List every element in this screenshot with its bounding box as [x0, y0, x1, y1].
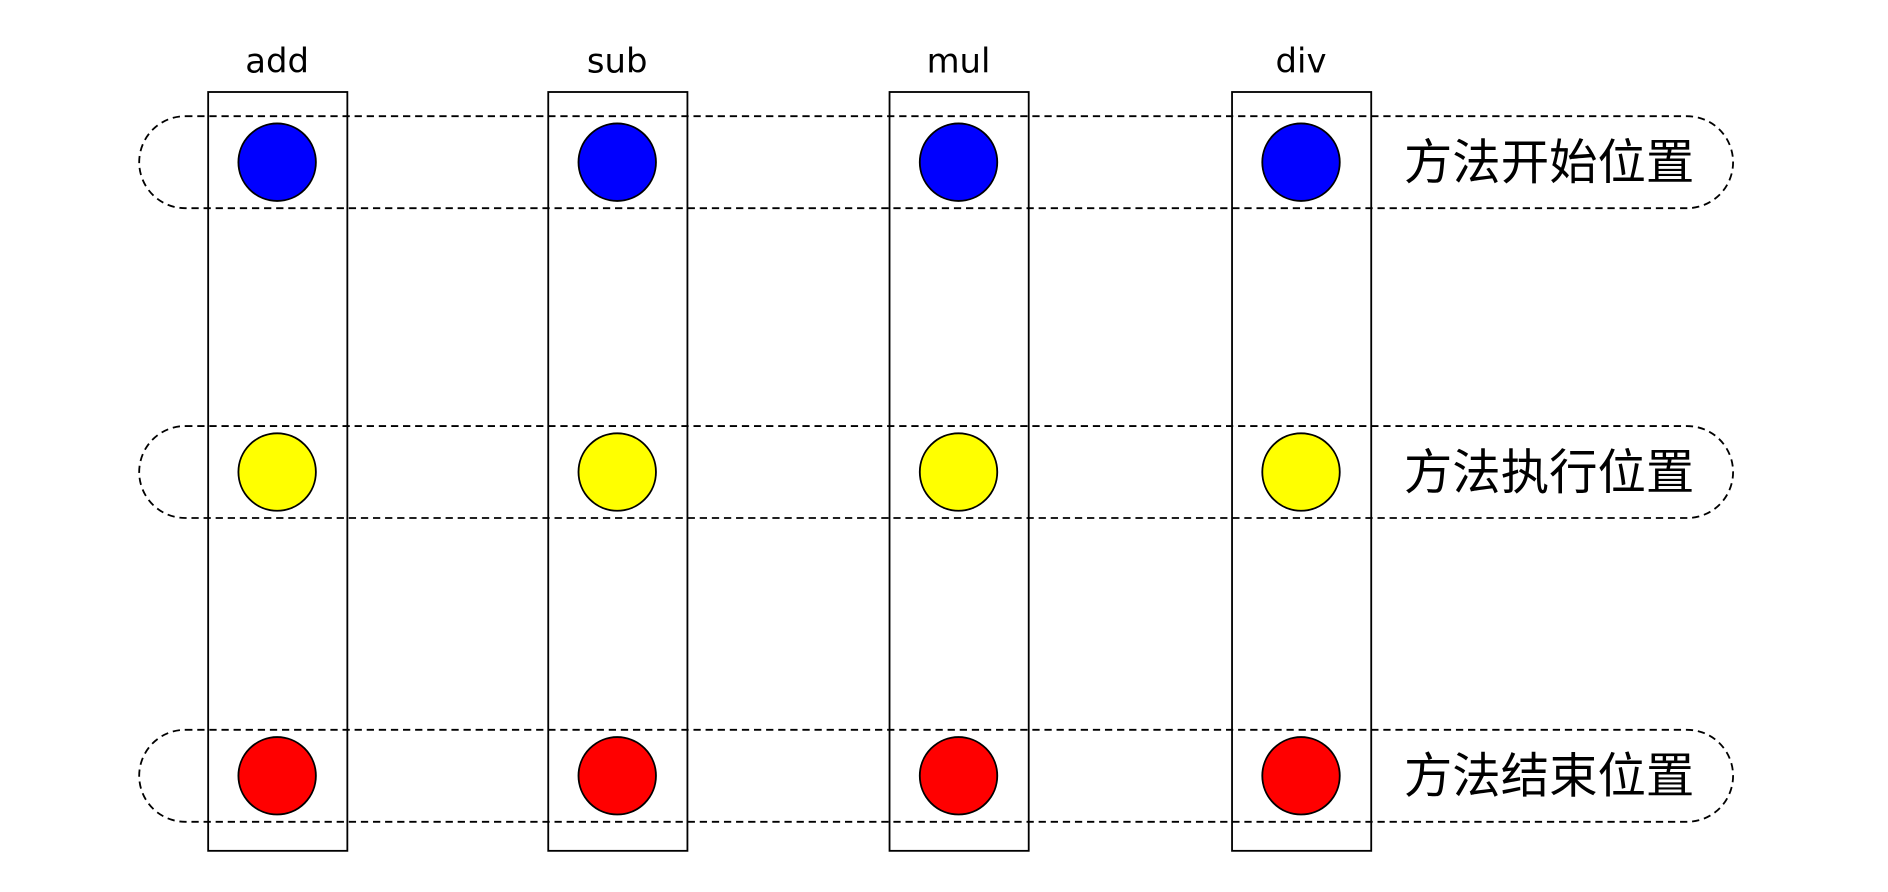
row-group	[138, 115, 1734, 210]
column-box	[888, 91, 1030, 852]
position-dot	[918, 122, 999, 202]
position-dot	[918, 736, 999, 816]
row-label: 方法执行位置	[1404, 445, 1694, 501]
position-dot	[577, 736, 657, 816]
position-dot	[1261, 432, 1341, 512]
position-dot	[237, 122, 317, 202]
position-dot	[1261, 122, 1341, 202]
row-group	[138, 425, 1734, 519]
column-label: mul	[927, 42, 991, 81]
row-group	[138, 728, 1734, 823]
column-box	[207, 91, 349, 852]
column-label: add	[245, 42, 309, 81]
position-dot	[1261, 736, 1341, 816]
column-box	[547, 91, 689, 852]
position-dot	[577, 122, 657, 202]
row-label: 方法开始位置	[1404, 135, 1694, 191]
position-dot	[918, 432, 999, 512]
row-label: 方法结束位置	[1404, 749, 1694, 805]
column-box	[1231, 91, 1373, 852]
column-label: sub	[587, 42, 648, 81]
position-dot	[237, 736, 317, 816]
position-dot	[577, 432, 657, 512]
column-label: div	[1276, 42, 1327, 81]
position-dot	[237, 432, 317, 512]
